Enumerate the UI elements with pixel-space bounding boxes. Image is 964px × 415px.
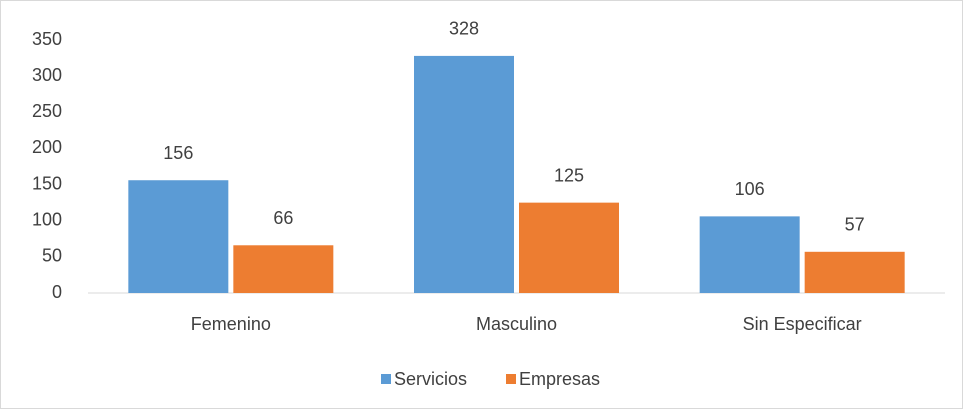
y-tick-label: 150 xyxy=(32,173,62,193)
x-tick-label: Femenino xyxy=(191,314,271,334)
data-label: 57 xyxy=(845,215,865,235)
bar xyxy=(233,245,334,293)
legend-swatch xyxy=(506,374,516,384)
y-tick-label: 300 xyxy=(32,65,62,85)
data-label: 328 xyxy=(449,19,479,39)
bar xyxy=(128,180,229,293)
y-tick-label: 250 xyxy=(32,101,62,121)
legend-label: Servicios xyxy=(394,369,467,389)
data-label: 156 xyxy=(163,143,193,163)
bar xyxy=(519,202,619,293)
y-tick-label: 0 xyxy=(52,282,62,302)
legend-swatch xyxy=(381,374,391,384)
data-label: 125 xyxy=(554,165,584,185)
y-tick-label: 350 xyxy=(32,29,62,49)
y-tick-label: 100 xyxy=(32,209,62,229)
bar xyxy=(414,55,514,293)
legend-label: Empresas xyxy=(519,369,600,389)
x-tick-label: Masculino xyxy=(476,314,557,334)
x-tick-label: Sin Especificar xyxy=(743,314,862,334)
bar xyxy=(804,251,905,293)
y-tick-label: 200 xyxy=(32,137,62,157)
bar xyxy=(699,216,800,293)
data-label: 106 xyxy=(735,179,765,199)
y-tick-label: 50 xyxy=(42,246,62,266)
data-label: 66 xyxy=(273,208,293,228)
